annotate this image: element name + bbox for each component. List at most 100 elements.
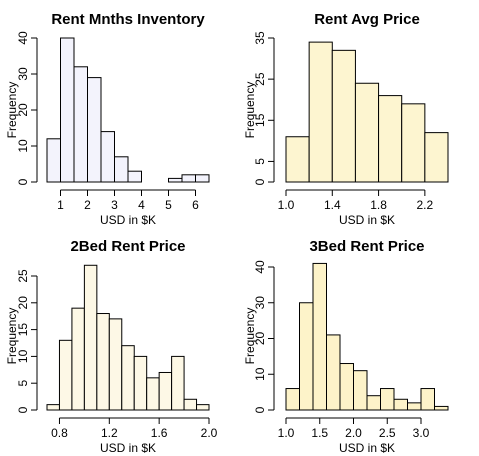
histogram-bar [83, 264, 98, 411]
histogram-bar [285, 136, 310, 183]
x-tick-label: 2.0 [345, 426, 362, 440]
y-axis-label: Frequency [5, 308, 19, 365]
x-tick-label: 2.0 [201, 426, 218, 440]
panel-rent-avg-price: Rent Avg Price USD in $K Frequency 1.0 1.… [243, 11, 449, 227]
histogram-bar [285, 388, 300, 411]
y-tick-label: 20 [16, 296, 30, 310]
bars [285, 41, 449, 183]
x-tick-label: 2 [84, 198, 91, 212]
histogram-bar [331, 49, 356, 183]
y-axis-label: Frequency [5, 82, 19, 139]
y-tick-label: 15 [16, 323, 30, 337]
y-tick-label: 10 [16, 349, 30, 363]
panel-2bed-rent-price: 2Bed Rent Price USD in $K Frequency 0.8 1… [5, 238, 218, 455]
histogram-bar [108, 318, 123, 411]
histogram-bar [127, 170, 142, 183]
x-tick-label: 1.5 [311, 426, 328, 440]
histogram-bar [434, 405, 449, 411]
histogram-bar [71, 307, 85, 411]
y-axis-label: Frequency [243, 308, 257, 365]
histogram-bar [366, 395, 381, 411]
y-tick-label: 10 [253, 367, 267, 381]
x-tick-label: 2.5 [379, 426, 396, 440]
axes: 0.8 1.2 1.6 2.0 0 5 10 15 20 25 [16, 269, 218, 440]
histogram-bar [100, 131, 115, 183]
axes: 1.0 1.4 1.8 2.2 0 5 15 25 35 [253, 31, 434, 212]
histogram-bar [312, 262, 327, 411]
histogram-bar [73, 66, 88, 183]
y-axis-label: Frequency [243, 82, 257, 139]
bars [46, 37, 210, 183]
x-tick-label: 1.0 [278, 198, 295, 212]
y-tick-label: 5 [16, 380, 30, 387]
y-tick-label: 40 [253, 260, 267, 274]
bars [285, 262, 449, 411]
x-tick-label: 3.0 [413, 426, 430, 440]
histogram-bar [196, 404, 210, 411]
histogram-bar [299, 302, 314, 411]
histogram-bar [46, 138, 61, 183]
x-axis-label: USD in $K [100, 441, 156, 455]
x-tick-label: 1.8 [370, 198, 387, 212]
y-tick-label: 20 [253, 332, 267, 346]
x-tick-label: 0.8 [51, 426, 68, 440]
histogram-bar [378, 95, 403, 183]
histogram-bar [195, 174, 210, 183]
histogram-bar [171, 355, 185, 411]
histogram-bar [158, 371, 173, 411]
x-tick-label: 2.2 [417, 198, 434, 212]
histogram-bar [181, 174, 196, 183]
x-tick-label: 6 [192, 198, 199, 212]
chart-title: Rent Avg Price [314, 11, 420, 28]
histogram-bar [96, 313, 110, 411]
histogram-bar [354, 82, 380, 183]
x-tick-label: 5 [165, 198, 172, 212]
x-axis-label: USD in $K [100, 213, 156, 227]
y-tick-label: 0 [253, 178, 267, 185]
chart-title: 2Bed Rent Price [70, 238, 185, 255]
x-tick-label: 1.0 [278, 426, 295, 440]
x-tick-label: 3 [111, 198, 118, 212]
histogram-bar [58, 339, 73, 411]
x-axis-label: USD in $K [339, 213, 395, 227]
y-tick-label: 0 [16, 178, 30, 185]
panel-rent-mnths-inventory: Rent Mnths Inventory USD in $K Frequency… [5, 11, 210, 227]
y-tick-label: 40 [16, 31, 30, 45]
histogram-bar [146, 377, 160, 411]
y-tick-label: 25 [16, 269, 30, 283]
histogram-bar [393, 398, 408, 411]
histogram-bar [339, 363, 354, 411]
histogram-bar [420, 388, 435, 411]
x-tick-label: 1.6 [151, 426, 168, 440]
histogram-bar [183, 398, 198, 411]
x-axis-label: USD in $K [339, 441, 395, 455]
histogram-bar [380, 388, 395, 411]
y-tick-label: 30 [16, 67, 30, 81]
histogram-bar [326, 334, 341, 411]
axes: 1.0 1.5 2.0 2.5 3.0 0 10 20 30 40 [253, 260, 430, 440]
histogram-bar [401, 103, 426, 183]
x-tick-label: 4 [138, 198, 145, 212]
y-tick-label: 0 [253, 406, 267, 413]
histogram-bar [424, 132, 449, 183]
y-tick-label: 35 [253, 31, 267, 45]
histogram-bar [353, 370, 368, 411]
bars [46, 264, 210, 411]
y-tick-label: 25 [253, 72, 267, 86]
chart-title: 3Bed Rent Price [309, 238, 424, 255]
y-tick-label: 5 [253, 158, 267, 165]
panel-3bed-rent-price: 3Bed Rent Price USD in $K Frequency 1.0 1… [243, 238, 449, 455]
histogram-bar [168, 177, 183, 183]
x-tick-label: 1.2 [101, 426, 118, 440]
histogram-bar [308, 41, 333, 183]
histogram-bar [46, 404, 60, 411]
y-tick-label: 20 [16, 103, 30, 117]
axes: 1 2 3 4 5 6 0 10 20 30 40 [16, 31, 199, 212]
histogram-bar [407, 402, 422, 411]
histogram-bar [87, 77, 102, 183]
y-tick-label: 30 [253, 296, 267, 310]
y-tick-label: 15 [253, 113, 267, 127]
y-tick-label: 0 [16, 406, 30, 413]
histogram-bar [121, 345, 135, 411]
